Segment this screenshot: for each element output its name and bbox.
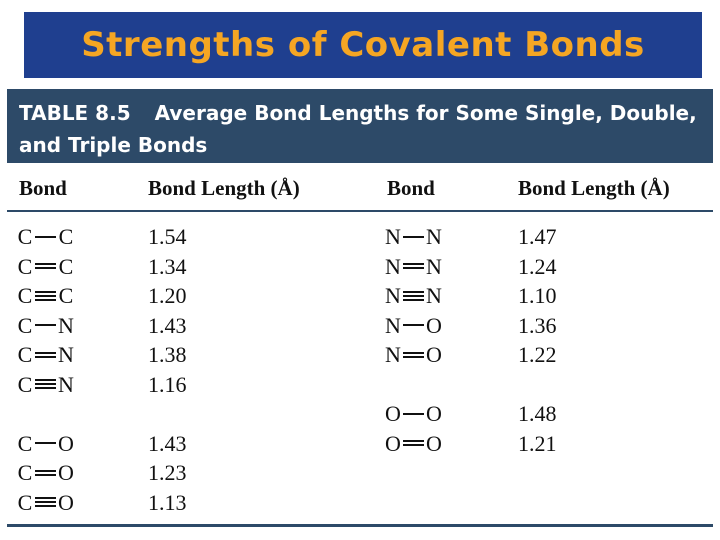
col-header-bond-left: Bond (19, 176, 67, 200)
bottom-rule (7, 524, 713, 527)
bond-length-value: 1.47 (518, 224, 557, 249)
bond-length-value: 1.20 (148, 283, 187, 308)
bond-length-value: 1.48 (518, 401, 557, 426)
single-bond-icon (35, 230, 56, 244)
col-header-length-right: Bond Length (Å) (518, 176, 670, 200)
atom-symbol: O (385, 430, 401, 456)
atom-symbol: C (17, 312, 33, 338)
single-bond-icon (403, 318, 424, 332)
atom-symbol: N (426, 283, 442, 308)
atom-symbol: N (58, 312, 74, 338)
bond-length-value: 1.54 (148, 224, 187, 249)
atom-symbol: C (17, 371, 33, 397)
bond-length-value: 1.23 (148, 460, 187, 485)
double-bond-icon (403, 348, 424, 362)
atom-symbol: N (385, 224, 401, 249)
atom-symbol: C (17, 430, 33, 456)
atom-symbol: O (426, 430, 442, 456)
atom-symbol: C (17, 342, 33, 367)
bond-length-value: 1.43 (148, 312, 187, 338)
single-bond-icon (35, 318, 56, 332)
bond-length-value: 1.36 (518, 312, 557, 338)
single-bond-icon (403, 407, 424, 421)
bond-length-value: 1.21 (518, 430, 557, 456)
bond-length-value: 1.43 (148, 430, 187, 456)
atom-symbol: N (385, 342, 401, 367)
double-bond-icon (403, 259, 424, 273)
atom-symbol: N (426, 253, 442, 279)
double-bond-icon (35, 348, 56, 362)
atom-symbol: O (426, 342, 442, 367)
atom-symbol: N (58, 371, 74, 397)
bond-length-value: 1.24 (518, 253, 557, 279)
double-bond-icon (403, 436, 424, 450)
atom-symbol: N (385, 253, 401, 279)
table-caption-bar: TABLE 8.5 Average Bond Lengths for Some S… (7, 89, 713, 163)
triple-bond-icon (403, 289, 424, 303)
double-bond-icon (35, 466, 56, 480)
triple-bond-icon (35, 289, 56, 303)
single-bond-icon (35, 436, 56, 450)
bond-length-value: 1.16 (148, 371, 187, 397)
table-caption: Average Bond Lengths for Some Single, Do… (19, 101, 697, 157)
bond-length-value: 1.34 (148, 253, 187, 279)
atom-symbol: C (58, 283, 74, 308)
atom-symbol: O (58, 460, 74, 485)
single-bond-icon (403, 230, 424, 244)
atom-symbol: C (17, 460, 33, 485)
double-bond-icon (35, 259, 56, 273)
atom-symbol: N (426, 224, 442, 249)
table-number: TABLE 8.5 (19, 101, 131, 125)
triple-bond-icon (35, 377, 56, 391)
atom-symbol: C (58, 224, 74, 249)
atom-symbol: C (17, 283, 33, 308)
slide-title: Strengths of Covalent Bonds (81, 25, 645, 65)
bond-length-value: 1.38 (148, 342, 187, 367)
atom-symbol: C (17, 489, 33, 515)
bond-length-value: 1.10 (518, 283, 557, 308)
atom-symbol: O (385, 401, 401, 426)
atom-symbol: O (426, 401, 442, 426)
atom-symbol: C (58, 253, 74, 279)
atom-symbol: C (17, 253, 33, 279)
atom-symbol: N (385, 283, 401, 308)
bond-length-value: 1.13 (148, 489, 187, 515)
atom-symbol: C (17, 224, 33, 249)
atom-symbol: O (58, 489, 74, 515)
triple-bond-icon (35, 495, 56, 509)
bond-length-value: 1.22 (518, 342, 557, 367)
col-header-bond-right: Bond (387, 176, 435, 200)
atom-symbol: N (58, 342, 74, 367)
slide-title-bar: Strengths of Covalent Bonds (24, 12, 702, 78)
atom-symbol: O (426, 312, 442, 338)
atom-symbol: O (58, 430, 74, 456)
col-header-length-left: Bond Length (Å) (148, 176, 300, 200)
atom-symbol: N (385, 312, 401, 338)
header-rule (7, 210, 713, 212)
